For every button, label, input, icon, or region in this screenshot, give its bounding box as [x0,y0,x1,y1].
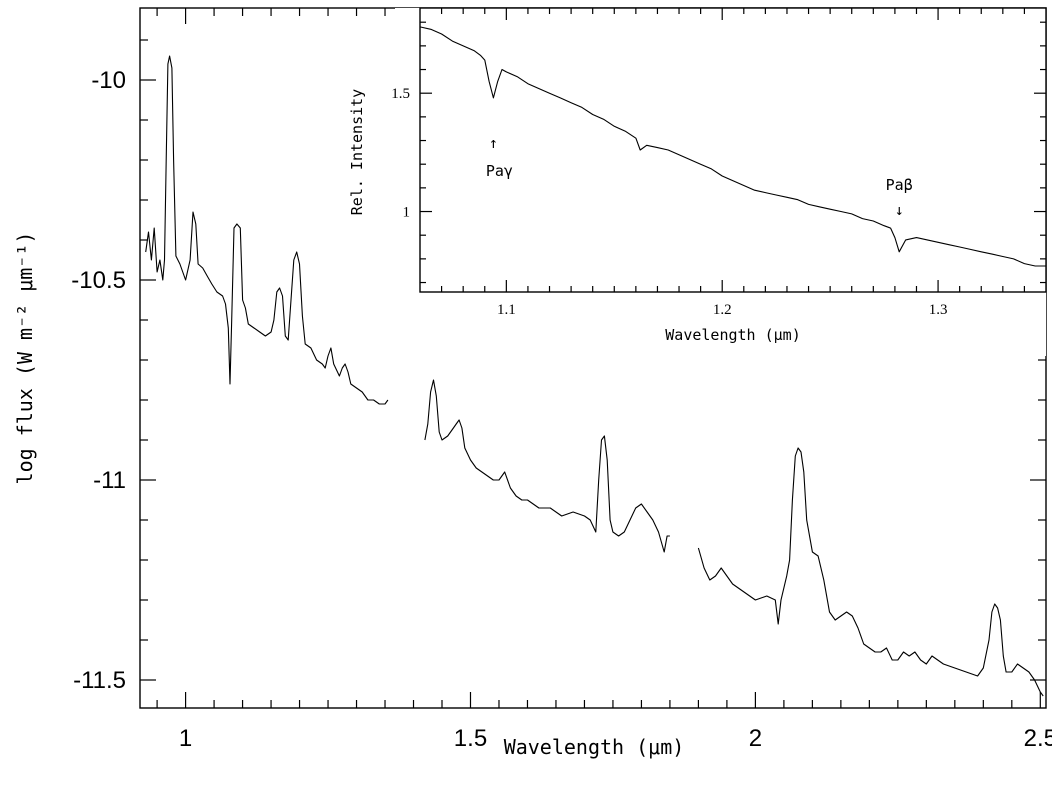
inset-xtick-label: 1.2 [713,302,732,318]
main-spectrum-segment-3 [697,447,1044,697]
main-y-axis-title: log flux (W m⁻² μm⁻¹) [13,232,37,485]
main-spectrum-segment-2 [424,379,670,553]
main-tick-labels: 1 1.5 2 2.5 -10 -10.5 -11 -11.5 [71,67,1052,752]
pa-gamma-label: Paγ [486,162,513,180]
inset-plot: 1.1 1.2 1.3 1.5 1 ↑ Paγ Paβ ↓ Wavelength (μm) R… [348,7,1047,356]
main-xtick-label: 2.5 [1024,725,1052,752]
main-spectrum [145,55,1044,697]
inset-x-axis-title: Wavelength (μm) [665,326,800,344]
main-plot: 1 1.5 2 2.5 -10 -10.5 -11 -11.5 Wavelength (μm)… [13,7,1052,759]
pa-beta-arrow: ↓ [895,201,904,219]
main-ytick-label: -11 [93,467,126,494]
inset-tick-labels: 1.1 1.2 1.3 1.5 1 [391,86,947,318]
inset-annotations: ↑ Paγ Paβ ↓ [486,134,913,219]
main-xtick-label: 2 [749,725,762,752]
main-spectrum-segment-1 [145,55,389,405]
inset-ytick-label: 1 [403,205,411,221]
inset-plot-frame [419,7,1047,293]
main-ytick-label: -10.5 [71,267,126,294]
inset-ytick-label: 1.5 [391,86,410,102]
inset-y-axis-title: Rel. Intensity [348,89,366,215]
pa-gamma-arrow: ↑ [489,134,498,152]
inset-plot-background [395,8,1046,356]
main-xtick-label: 1.5 [454,725,487,752]
inset-spectrum-segment-1 [419,26,1046,267]
main-x-axis-title: Wavelength (μm) [504,735,685,759]
main-ytick-label: -10 [91,67,126,94]
inset-ticks [420,8,1046,292]
inset-xtick-label: 1.1 [497,302,516,318]
inset-xtick-label: 1.3 [929,302,948,318]
main-ytick-label: -11.5 [73,667,126,694]
inset-spectrum [419,26,1046,267]
main-xtick-label: 1 [179,725,192,752]
pa-beta-label: Paβ [886,176,913,194]
